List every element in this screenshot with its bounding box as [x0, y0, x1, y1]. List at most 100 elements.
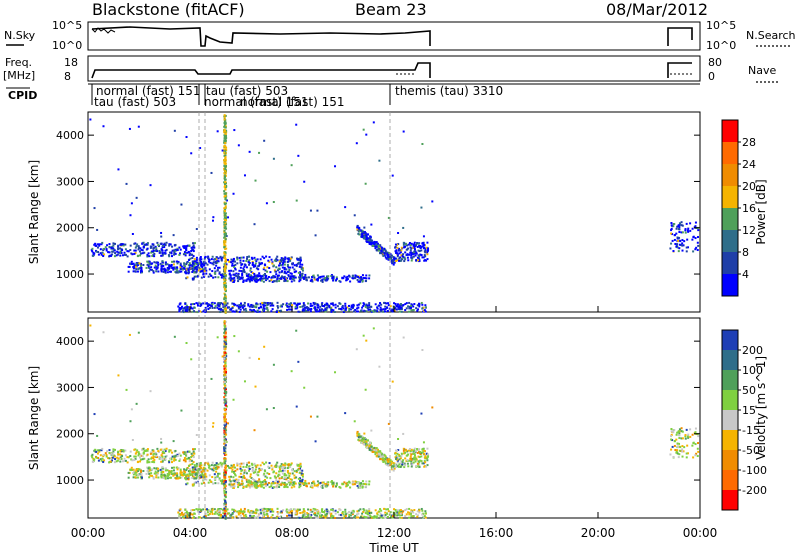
power-point — [383, 310, 386, 313]
power-point — [223, 207, 226, 210]
power-point — [147, 261, 150, 264]
velocity-point — [359, 485, 362, 488]
velocity-point — [421, 462, 424, 465]
velocity-point — [224, 365, 227, 368]
velocity-point — [323, 484, 326, 487]
power-point — [250, 271, 253, 274]
power-point — [287, 270, 290, 273]
power-point — [384, 250, 387, 253]
power-point — [416, 256, 419, 259]
power-point — [220, 302, 223, 305]
velocity-point — [264, 510, 267, 513]
power-point — [305, 276, 308, 279]
power-point — [216, 130, 219, 133]
power-point — [431, 200, 434, 203]
power-point — [179, 267, 182, 270]
velocity-point — [231, 513, 234, 516]
velocity-point — [107, 457, 110, 460]
power-point — [322, 304, 325, 307]
power-point — [335, 277, 338, 280]
power-point — [224, 214, 227, 217]
velocity-point — [680, 437, 683, 440]
power-point — [105, 247, 108, 250]
velocity-point — [374, 453, 377, 456]
power-point — [361, 274, 364, 277]
velocity-point — [117, 453, 120, 456]
velocity-point — [186, 450, 189, 453]
power-point — [328, 306, 331, 309]
velocity-point — [149, 390, 152, 393]
power-point — [232, 270, 235, 273]
velocity-point — [676, 431, 679, 434]
power-point — [257, 265, 260, 268]
power-point — [276, 259, 279, 262]
power-point — [217, 304, 220, 307]
power-point — [243, 305, 246, 308]
power-point — [374, 303, 377, 306]
power-point — [279, 305, 282, 308]
velocity-point — [332, 515, 335, 518]
power-point — [224, 295, 227, 298]
power-point — [299, 274, 302, 277]
velocity-point — [132, 468, 135, 471]
velocity-point — [195, 467, 198, 470]
power-point — [224, 252, 227, 255]
power-point — [200, 258, 203, 261]
power-point — [239, 259, 242, 262]
velocity-point — [312, 480, 315, 483]
power-point — [265, 202, 268, 205]
velocity-point — [97, 456, 100, 459]
power-point — [388, 252, 391, 255]
velocity-point — [217, 482, 220, 485]
power-point — [121, 254, 124, 257]
power-point — [261, 255, 264, 258]
power-point — [400, 308, 403, 311]
velocity-point — [305, 482, 308, 485]
power-point — [149, 245, 152, 248]
velocity-point — [396, 459, 399, 462]
power-point — [364, 304, 367, 307]
power-point — [176, 249, 179, 252]
velocity-point — [169, 476, 172, 479]
velocity-point — [253, 483, 256, 486]
velocity-point — [94, 448, 97, 451]
power-point — [223, 124, 226, 127]
velocity-point — [294, 513, 297, 516]
velocity-point — [418, 509, 421, 512]
power-point — [160, 254, 163, 257]
power-point — [286, 257, 289, 260]
power-point — [377, 244, 380, 247]
velocity-point — [293, 477, 296, 480]
power-point — [360, 235, 363, 238]
power-point — [298, 277, 301, 280]
velocity-point — [232, 508, 235, 511]
velocity-point — [230, 467, 233, 470]
velocity-point — [413, 458, 416, 461]
power-point — [427, 247, 430, 250]
power-point — [223, 202, 226, 205]
velocity-point — [270, 485, 273, 488]
power-point — [223, 292, 226, 295]
velocity-point — [106, 450, 109, 453]
velocity-point — [268, 473, 271, 476]
velocity-point — [357, 486, 360, 489]
velocity-point — [193, 452, 196, 455]
power-point — [160, 265, 163, 268]
power-point — [263, 277, 266, 280]
power-point — [223, 269, 226, 272]
power-point — [379, 249, 382, 252]
velocity-point — [280, 463, 283, 466]
velocity-point — [254, 516, 257, 519]
power-point — [423, 254, 426, 257]
velocity-point — [268, 462, 271, 465]
power-point — [101, 251, 104, 254]
velocity-point — [258, 478, 261, 481]
velocity-point — [322, 515, 325, 518]
velocity-point — [202, 466, 205, 469]
velocity-point — [392, 516, 395, 519]
power-point — [423, 309, 426, 312]
power-point — [684, 229, 687, 232]
power-point — [184, 309, 187, 312]
power-point — [151, 250, 154, 253]
power-point — [133, 249, 136, 252]
